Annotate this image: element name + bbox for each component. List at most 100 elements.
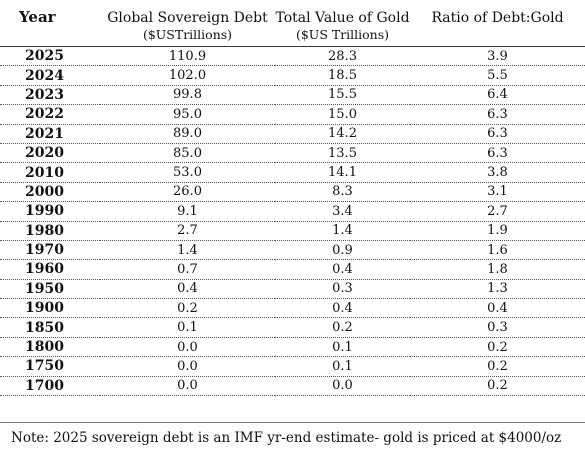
cell-gold: 0.4: [275, 298, 410, 319]
cell-gold: 14.1: [275, 162, 410, 183]
table-row: 1970 1.4 0.9 1.6: [0, 240, 585, 261]
table-row: 2022 95.0 15.0 6.3: [0, 104, 585, 125]
cell-year: 2021: [0, 124, 100, 144]
table-row: 1850 0.1 0.2 0.3: [0, 317, 585, 338]
header-year: Year: [19, 8, 56, 26]
cell-debt: 0.1: [100, 317, 275, 338]
cell-gold: 15.5: [275, 85, 410, 106]
cell-debt: 95.0: [100, 104, 275, 125]
cell-gold: 0.4: [275, 259, 410, 280]
cell-gold: 15.0: [275, 104, 410, 125]
cell-year: 1700: [0, 376, 100, 397]
header-debt: Global Sovereign Debt: [107, 10, 268, 26]
table-row: 2021 89.0 14.2 6.3: [0, 124, 585, 144]
cell-gold: 0.3: [275, 279, 410, 300]
cell-debt: 0.2: [100, 298, 275, 319]
cell-ratio: 0.4: [410, 298, 585, 319]
cell-gold: 0.0: [275, 376, 410, 397]
header-debt-unit: ($USTrillions): [100, 27, 275, 47]
cell-debt: 110.9: [100, 46, 275, 67]
cell-ratio: 3.1: [410, 182, 585, 203]
table-row: 2024 102.0 18.5 5.5: [0, 65, 585, 86]
header-ratio: Ratio of Debt:Gold: [431, 10, 564, 26]
cell-year: 2022: [0, 104, 100, 125]
cell-gold: 8.3: [275, 182, 410, 203]
cell-year: 2000: [0, 182, 100, 203]
cell-ratio: 6.3: [410, 104, 585, 125]
cell-debt: 0.7: [100, 259, 275, 280]
table-row: 1700 0.0 0.0 0.2: [0, 376, 585, 397]
cell-gold: 18.5: [275, 65, 410, 86]
cell-gold: 0.2: [275, 317, 410, 338]
table-row: 1960 0.7 0.4 1.8: [0, 259, 585, 280]
cell-debt: 9.1: [100, 201, 275, 222]
table-row: 2025 110.9 28.3 3.9: [0, 46, 585, 67]
cell-year: 2024: [0, 65, 100, 86]
cell-ratio: 3.8: [410, 162, 585, 183]
cell-gold: 13.5: [275, 143, 410, 164]
cell-gold: 14.2: [275, 124, 410, 144]
cell-gold: 0.1: [275, 337, 410, 358]
header-units-blank: [0, 27, 100, 47]
cell-year: 2023: [0, 85, 100, 106]
cell-year: 2020: [0, 143, 100, 164]
cell-ratio: 2.7: [410, 201, 585, 222]
cell-ratio: 6.4: [410, 85, 585, 106]
cell-debt: 26.0: [100, 182, 275, 203]
cell-ratio: 6.3: [410, 124, 585, 144]
cell-gold: 0.1: [275, 356, 410, 377]
cell-ratio: 5.5: [410, 65, 585, 86]
table-row: 1750 0.0 0.1 0.2: [0, 356, 585, 377]
table-row: 1950 0.4 0.3 1.3: [0, 279, 585, 300]
table-body: 2025 110.9 28.3 3.9 2024 102.0 18.5 5.5 2023 99.8…: [0, 46, 585, 397]
table-row: 1980 2.7 1.4 1.9: [0, 221, 585, 241]
table-row: 2010 53.0 14.1 3.8: [0, 162, 585, 183]
table-row: 2020 85.0 13.5 6.3: [0, 143, 585, 164]
cell-debt: 2.7: [100, 221, 275, 241]
cell-year: 1850: [0, 317, 100, 338]
footnote: Note: 2025 sovereign debt is an IMF yr-e…: [11, 430, 562, 446]
cell-debt: 85.0: [100, 143, 275, 164]
cell-ratio: 1.6: [410, 240, 585, 261]
cell-ratio: 0.2: [410, 376, 585, 397]
cell-debt: 0.0: [100, 337, 275, 358]
cell-year: 2010: [0, 162, 100, 183]
table-row: 1990 9.1 3.4 2.7: [0, 201, 585, 222]
cell-year: 1960: [0, 259, 100, 280]
header-units-row: ($USTrillions) ($US Trillions): [0, 27, 585, 47]
cell-gold: 0.9: [275, 240, 410, 261]
cell-ratio: 1.9: [410, 221, 585, 241]
cell-debt: 102.0: [100, 65, 275, 86]
cell-gold: 3.4: [275, 201, 410, 222]
table-row: 2023 99.8 15.5 6.4: [0, 85, 585, 106]
cell-debt: 53.0: [100, 162, 275, 183]
cell-ratio: 1.3: [410, 279, 585, 300]
cell-ratio: 1.8: [410, 259, 585, 280]
table-row: 1900 0.2 0.4 0.4: [0, 298, 585, 319]
cell-ratio: 0.3: [410, 317, 585, 338]
cell-year: 1990: [0, 201, 100, 222]
cell-gold: 1.4: [275, 221, 410, 241]
header-row: Year Global Sovereign Debt Total Value o…: [0, 0, 585, 27]
debt-gold-table: Year Global Sovereign Debt Total Value o…: [0, 0, 585, 397]
cell-debt: 1.4: [100, 240, 275, 261]
cell-ratio: 3.9: [410, 46, 585, 67]
table-row: 2000 26.0 8.3 3.1: [0, 182, 585, 203]
cell-year: 1800: [0, 337, 100, 358]
cell-year: 1980: [0, 221, 100, 241]
cell-debt: 0.4: [100, 279, 275, 300]
cell-debt: 0.0: [100, 376, 275, 397]
cell-debt: 89.0: [100, 124, 275, 144]
header-gold-unit: ($US Trillions): [275, 27, 410, 47]
cell-year: 1750: [0, 356, 100, 377]
cell-ratio: 6.3: [410, 143, 585, 164]
cell-ratio: 0.2: [410, 337, 585, 358]
table-row: 1800 0.0 0.1 0.2: [0, 337, 585, 358]
header-ratio-unit: [410, 27, 585, 47]
cell-year: 1900: [0, 298, 100, 319]
cell-ratio: 0.2: [410, 356, 585, 377]
cell-debt: 0.0: [100, 356, 275, 377]
header-gold: Total Value of Gold: [275, 10, 410, 26]
cell-year: 1970: [0, 240, 100, 261]
